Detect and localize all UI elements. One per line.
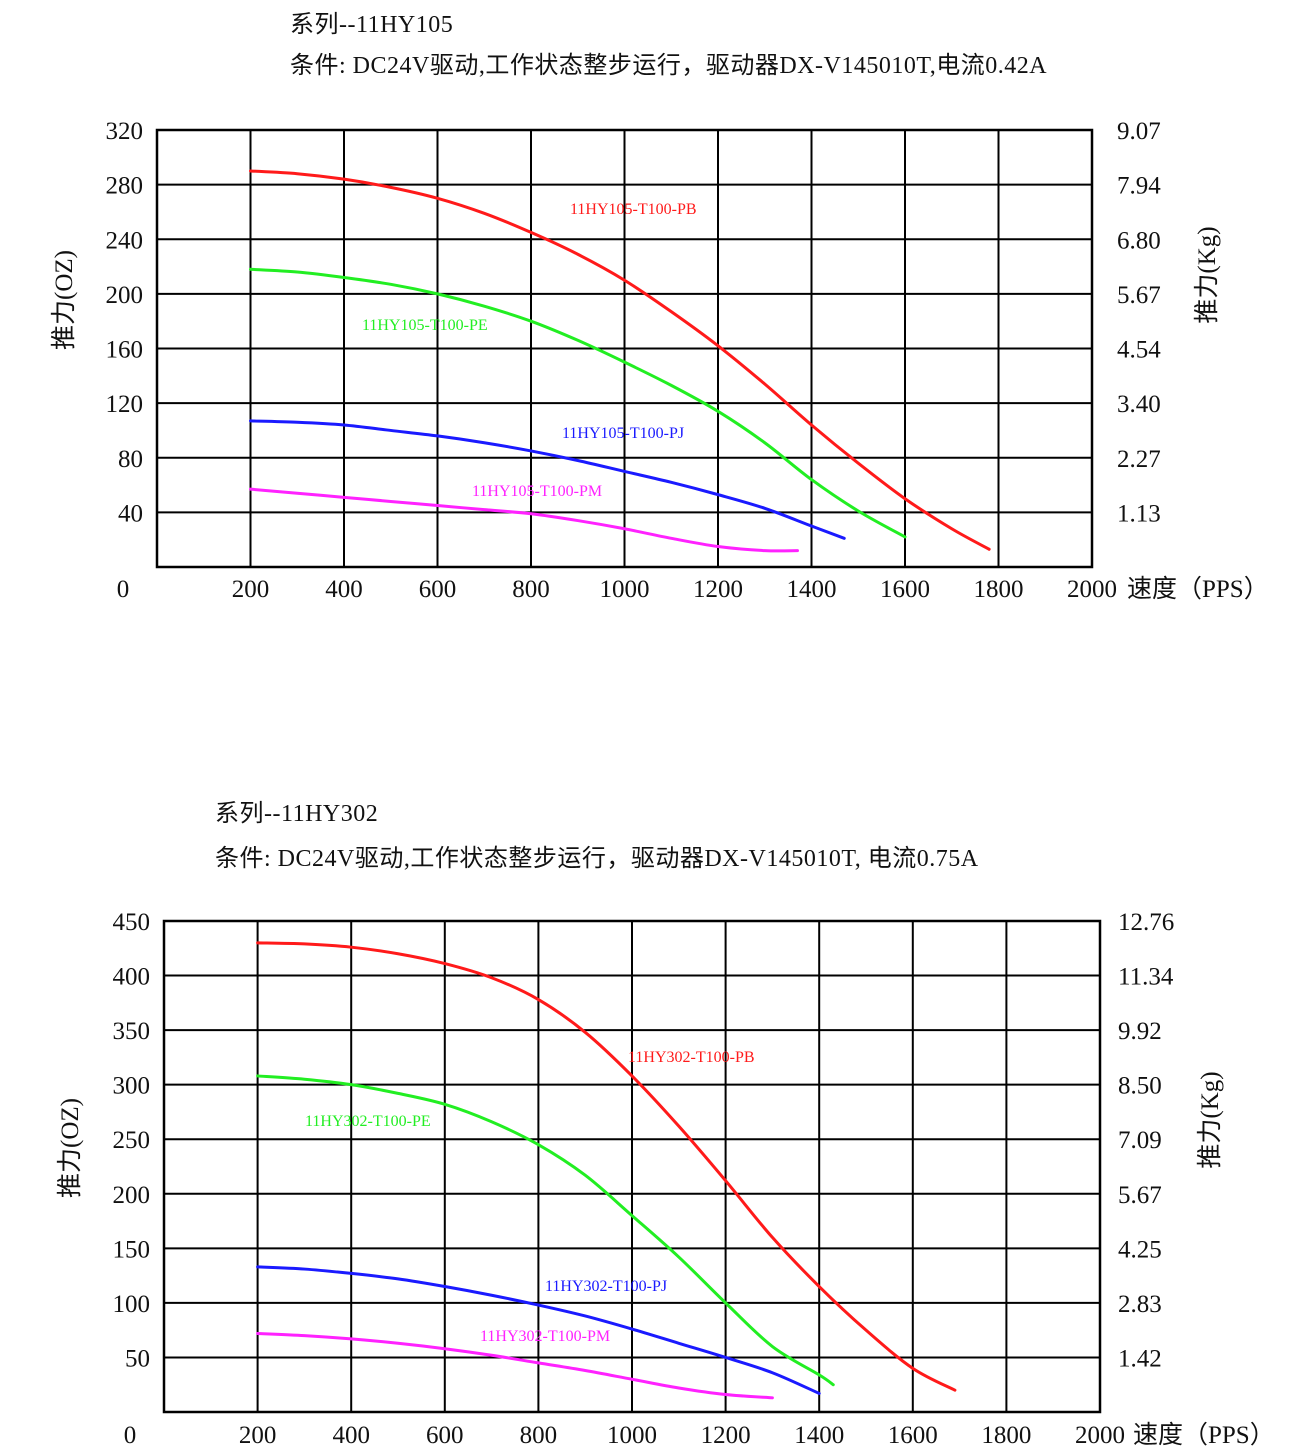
y-tick-label: 50 bbox=[125, 1345, 150, 1372]
y-tick-label: 240 bbox=[106, 227, 144, 254]
x-tick-label: 1000 bbox=[607, 1422, 657, 1449]
chart2-title: 系列--11HY302 bbox=[215, 801, 379, 827]
series-label: 11HY105-T100-PB bbox=[570, 201, 697, 218]
y-right-tick-label: 4.54 bbox=[1117, 337, 1161, 364]
x-tick-label: 1000 bbox=[600, 576, 650, 603]
x-tick-label: 800 bbox=[520, 1422, 558, 1449]
chart1-title: 系列--11HY105 bbox=[290, 12, 454, 38]
y-tick-label: 320 bbox=[106, 118, 144, 145]
x-tick-label: 1800 bbox=[981, 1422, 1031, 1449]
y-tick-label: 280 bbox=[106, 173, 144, 200]
x-tick-label: 200 bbox=[239, 1422, 277, 1449]
x-axis-title: 速度（PPS） bbox=[1133, 1421, 1275, 1449]
x-tick-label: 1200 bbox=[693, 576, 743, 603]
y-right-tick-label: 1.42 bbox=[1118, 1345, 1162, 1372]
y-tick-label: 250 bbox=[113, 1127, 151, 1154]
series-label: 11HY105-T100-PM bbox=[472, 483, 602, 500]
x-tick-label: 600 bbox=[426, 1422, 464, 1449]
y-right-tick-label: 5.67 bbox=[1117, 282, 1161, 309]
chart1-plot: 200 400 600 800 1000 1200 1400 1600 1800 2000 0 40 8… bbox=[50, 118, 1269, 603]
x-tick-label: 2000 bbox=[1075, 1422, 1125, 1449]
series-label: 11HY302-T100-PM bbox=[480, 1328, 610, 1345]
y-tick-label: 350 bbox=[113, 1018, 151, 1045]
y-right-tick-label: 9.07 bbox=[1117, 118, 1161, 145]
y-tick-label-zero: 0 bbox=[117, 576, 130, 603]
series-label: 11HY105-T100-PJ bbox=[562, 425, 684, 442]
y-axis-title-left: 推力(OZ) bbox=[56, 1098, 84, 1198]
x-tick-label: 200 bbox=[232, 576, 270, 603]
series-line-11HY302-T100-PE bbox=[256, 1074, 835, 1387]
y-tick-label: 120 bbox=[106, 391, 144, 418]
series-label: 11HY302-T100-PE bbox=[305, 1113, 431, 1130]
y-right-tick-label: 8.50 bbox=[1118, 1073, 1162, 1100]
y-right-tick-label: 7.94 bbox=[1117, 173, 1161, 200]
series-line-11HY105-T100-PE bbox=[249, 267, 907, 539]
y-right-tick-label: 4.25 bbox=[1118, 1236, 1162, 1263]
series-line-11HY302-T100-PM bbox=[256, 1331, 774, 1400]
plot-frame bbox=[155, 128, 1094, 569]
y-tick-label: 150 bbox=[113, 1236, 151, 1263]
y-right-tick-label: 5.67 bbox=[1118, 1182, 1162, 1209]
series-line-11HY105-T100-PB bbox=[249, 169, 991, 551]
y-right-tick-label: 7.09 bbox=[1118, 1127, 1162, 1154]
y-tick-label: 40 bbox=[118, 500, 143, 527]
chart1-subtitle: 条件: DC24V驱动,工作状态整步运行，驱动器DX-V145010T,电流0.… bbox=[290, 53, 1048, 79]
y-right-tick-label: 12.76 bbox=[1118, 909, 1174, 936]
y-right-tick-label: 2.83 bbox=[1118, 1291, 1162, 1318]
y-right-tick-label: 2.27 bbox=[1117, 446, 1161, 473]
y-right-tick-label: 9.92 bbox=[1118, 1018, 1162, 1045]
y-right-tick-label: 1.13 bbox=[1117, 500, 1161, 527]
y-right-tick-label: 11.34 bbox=[1118, 964, 1174, 991]
y-right-tick-label: 3.40 bbox=[1117, 391, 1161, 418]
series-line-11HY105-T100-PJ bbox=[249, 419, 846, 540]
y-tick-label: 160 bbox=[106, 337, 144, 364]
y-axis-title-right: 推力(Kg) bbox=[1196, 1071, 1224, 1168]
y-tick-label: 200 bbox=[113, 1182, 151, 1209]
y-tick-label: 450 bbox=[113, 909, 151, 936]
y-tick-label: 400 bbox=[113, 964, 151, 991]
x-axis-title: 速度（PPS） bbox=[1127, 575, 1269, 603]
y-tick-label-zero: 0 bbox=[124, 1422, 137, 1449]
y-axis-title-left: 推力(OZ) bbox=[50, 250, 78, 350]
x-tick-label: 800 bbox=[512, 576, 550, 603]
y-tick-label: 80 bbox=[118, 446, 143, 473]
x-tick-label: 1600 bbox=[880, 576, 930, 603]
series-label: 11HY105-T100-PE bbox=[362, 317, 488, 334]
plot-frame bbox=[162, 919, 1102, 1414]
x-tick-label: 2000 bbox=[1067, 576, 1117, 603]
y-tick-label: 300 bbox=[113, 1073, 151, 1100]
x-tick-label: 400 bbox=[325, 576, 363, 603]
y-tick-label: 200 bbox=[106, 282, 144, 309]
x-tick-label: 1200 bbox=[701, 1422, 751, 1449]
x-tick-label: 1400 bbox=[787, 576, 837, 603]
series-line-11HY302-T100-PB bbox=[256, 941, 957, 1392]
x-tick-label: 1400 bbox=[794, 1422, 844, 1449]
x-tick-label: 400 bbox=[332, 1422, 370, 1449]
y-right-tick-label: 6.80 bbox=[1117, 227, 1161, 254]
y-axis-title-right: 推力(Kg) bbox=[1193, 226, 1221, 323]
chart2-subtitle: 条件: DC24V驱动,工作状态整步运行，驱动器DX-V145010T, 电流0… bbox=[215, 846, 979, 872]
series-line-11HY302-T100-PJ bbox=[256, 1265, 821, 1395]
series-line-11HY105-T100-PM bbox=[249, 487, 799, 553]
series-label: 11HY302-T100-PJ bbox=[545, 1278, 667, 1295]
x-tick-label: 1800 bbox=[974, 576, 1024, 603]
y-tick-label: 100 bbox=[113, 1291, 151, 1318]
x-tick-label: 600 bbox=[419, 576, 457, 603]
x-tick-label: 1600 bbox=[888, 1422, 938, 1449]
series-label: 11HY302-T100-PB bbox=[628, 1049, 755, 1066]
